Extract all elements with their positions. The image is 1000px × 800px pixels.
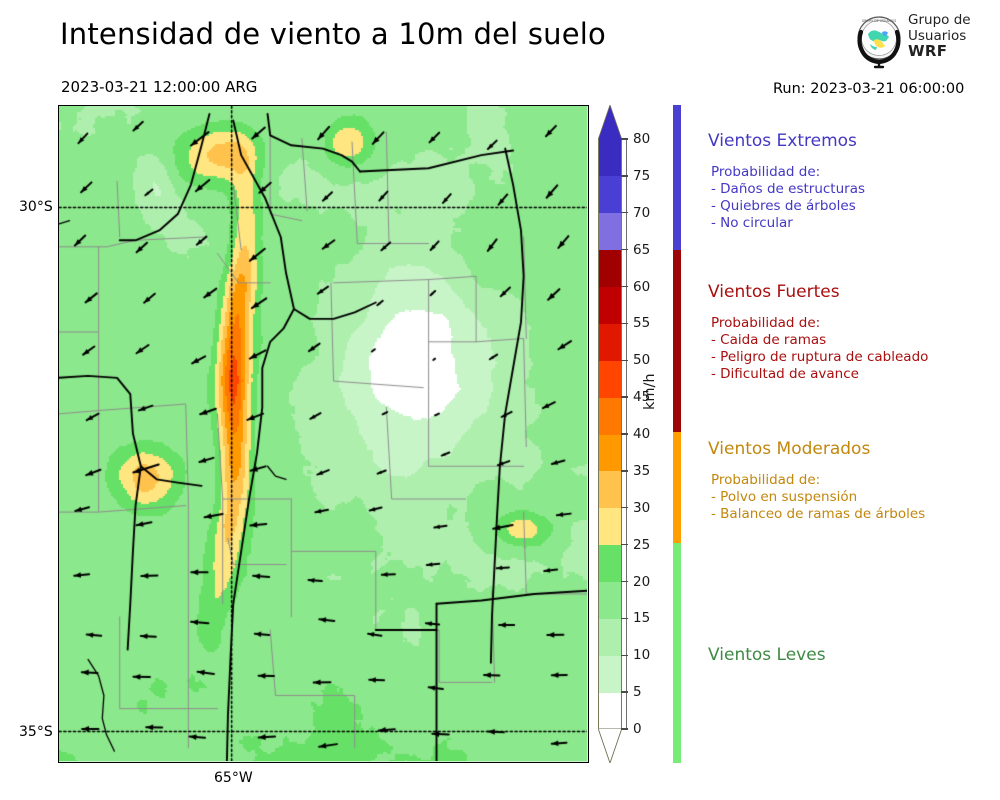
legend-item: - Dificultad de avance	[711, 366, 859, 382]
colorbar-tick	[621, 322, 628, 325]
colorbar-band	[599, 249, 621, 288]
colorbar-tick-label: 10	[633, 647, 651, 664]
colorbar-tick-label: 80	[633, 131, 651, 147]
legend-category-title: Vientos Leves	[708, 645, 826, 665]
legend-category-vientos-fuertes[interactable]: Vientos Fuertes Probabilidad de: - Caida…	[708, 282, 993, 383]
legend-item: - Balanceo de ramas de árboles	[711, 506, 926, 522]
legend-sub-heading: Probabilidad de:	[711, 472, 821, 488]
colorbar-tick-label: 45	[633, 389, 651, 406]
colorbar-tick-label: 50	[633, 352, 651, 369]
run-time-label: Run: 2023-03-21 06:00:00	[773, 81, 965, 97]
category-bar-segment	[673, 250, 681, 432]
colorbar-tick	[621, 470, 628, 472]
colorbar-band	[599, 323, 621, 361]
colorbar-under-arrow	[597, 727, 623, 765]
colorbar-tick-label: 20	[633, 573, 651, 590]
colorbar-band	[599, 692, 621, 730]
legend-item: - Polvo en suspensión	[711, 489, 858, 505]
legend-sub-heading: Probabilidad de:	[711, 164, 821, 180]
colorbar-band	[599, 544, 621, 583]
colorbar-tick-label: 65	[633, 241, 651, 258]
colorbar-band	[599, 397, 621, 435]
colorbar-band	[599, 470, 621, 509]
colorbar-tick-label: 55	[633, 315, 651, 332]
colorbar-tick	[621, 175, 628, 177]
svg-text:GRUPO DE USUARIOS: GRUPO DE USUARIOS	[862, 19, 897, 23]
valid-time-label: 2023-03-21 12:00:00 ARG	[61, 78, 258, 96]
colorbar-band	[599, 286, 621, 324]
colorbar-tick-label: 60	[633, 278, 651, 295]
colorbar-tick	[621, 248, 628, 251]
colorbar-tick	[621, 728, 628, 730]
colorbar-tick-label: 15	[633, 610, 651, 627]
legend-category-details: Probabilidad de: - Daños de estructuras …	[711, 164, 993, 232]
colorbar-tick	[621, 654, 628, 656]
colorbar-unit-label: km/h	[642, 373, 658, 410]
lon-tick-label-65w: 65°W	[214, 770, 253, 786]
wrf-globe-emblem-icon: GRUPO DE USUARIOS	[848, 10, 910, 72]
category-bar-segment	[673, 432, 681, 543]
page-title: Intensidad de viento a 10m del suelo	[60, 17, 606, 51]
legend-sub-heading: Probabilidad de:	[711, 315, 821, 331]
category-color-bar	[673, 105, 681, 763]
colorbar: 0 5 10 15 20 25 30 35 40 45 50 55 60 65 70 75 80 km/h	[597, 103, 669, 765]
colorbar-band	[599, 175, 621, 214]
legend-category-title: Vientos Extremos	[708, 131, 857, 151]
colorbar-segments	[598, 139, 622, 730]
logo-line-1: Grupo de	[908, 12, 971, 28]
colorbar-tick	[621, 212, 628, 214]
colorbar-tick-label: 40	[633, 426, 651, 442]
colorbar-band	[599, 618, 621, 656]
risk-legend-panel: Vientos Extremos Probabilidad de: - Daño…	[673, 105, 993, 763]
colorbar-tick-label: 35	[633, 462, 651, 479]
legend-category-vientos-leves[interactable]: Vientos Leves	[708, 645, 993, 678]
colorbar-band	[599, 581, 621, 619]
colorbar-tick-label: 75	[633, 167, 651, 184]
colorbar-tick	[621, 691, 628, 693]
logo-line-2: Usuarios	[908, 27, 967, 44]
logo: GRUPO DE USUARIOS Grupo de Usuarios WRF	[848, 10, 988, 72]
colorbar-band	[599, 360, 621, 398]
legend-item: - Daños de estructuras	[711, 181, 866, 197]
colorbar-tick-label: 30	[633, 499, 651, 516]
lat-tick-label-35s: 35°S	[19, 724, 53, 740]
colorbar-tick	[621, 285, 628, 288]
lat-tick-label-30s: 30°S	[19, 199, 53, 215]
legend-item: - Quiebres de árboles	[711, 198, 856, 214]
colorbar-tick-label: 25	[633, 536, 651, 553]
legend-category-title: Vientos Moderados	[708, 439, 871, 459]
colorbar-tick	[621, 433, 628, 435]
colorbar-tick	[621, 543, 628, 546]
colorbar-tick-label: 5	[633, 684, 642, 701]
colorbar-tick-label: 70	[633, 204, 651, 221]
wind-speed-map[interactable]	[58, 105, 589, 763]
legend-item: - Peligro de ruptura de cableado	[711, 349, 929, 365]
colorbar-tick	[621, 580, 628, 583]
logo-text: Grupo de Usuarios WRF	[908, 12, 992, 60]
colorbar-tick	[621, 617, 628, 620]
legend-item: - Caida de ramas	[711, 332, 827, 348]
legend-item: - No circular	[711, 215, 793, 231]
category-bar-segment	[673, 105, 681, 250]
colorbar-over-arrow	[597, 103, 623, 141]
colorbar-tick	[621, 396, 628, 398]
wind-field-canvas	[59, 106, 587, 761]
logo-line-3: WRF	[908, 42, 948, 60]
colorbar-band	[599, 655, 621, 693]
legend-category-vientos-extremos[interactable]: Vientos Extremos Probabilidad de: - Daño…	[708, 131, 993, 232]
colorbar-tick	[621, 138, 628, 140]
legend-category-title: Vientos Fuertes	[708, 282, 840, 302]
colorbar-band	[599, 139, 621, 177]
colorbar-band	[599, 434, 621, 472]
category-bar-segment	[673, 543, 681, 763]
colorbar-band	[599, 507, 621, 546]
colorbar-tick	[621, 507, 628, 509]
colorbar-tick-label: 0	[633, 721, 642, 737]
legend-category-vientos-moderados[interactable]: Vientos Moderados Probabilidad de: - Pol…	[708, 439, 993, 523]
legend-category-details: Probabilidad de: - Caida de ramas - Peli…	[711, 315, 993, 383]
legend-category-details: Probabilidad de: - Polvo en suspensión -…	[711, 472, 993, 523]
colorbar-tick	[621, 359, 628, 361]
colorbar-band	[599, 212, 621, 251]
